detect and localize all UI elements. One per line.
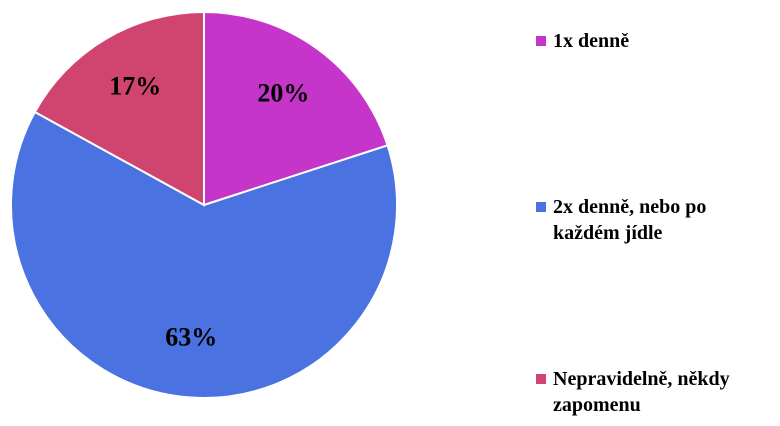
data-label: 63%	[165, 322, 217, 351]
legend-swatch	[536, 374, 546, 384]
legend-swatch	[536, 36, 546, 46]
pie-slice	[203, 10, 389, 207]
legend-item: 1x denně	[536, 28, 776, 54]
legend-label: Nepravidelně, někdy zapomenu	[553, 368, 730, 416]
data-label: 20%	[257, 79, 309, 108]
data-label: 17%	[109, 72, 161, 101]
legend-label: 1x denně	[553, 30, 630, 52]
pie-slice	[10, 110, 398, 399]
chart: 20% 63% 17%	[10, 10, 398, 399]
legend-label: 2x denně, nebo po každém jídle	[553, 196, 707, 244]
legend-item: Nepravidelně, někdy zapomenu	[536, 366, 776, 418]
legend-item: 2x denně, nebo po každém jídle	[536, 194, 776, 246]
pie-slice	[33, 10, 205, 207]
legend-swatch	[536, 202, 546, 212]
